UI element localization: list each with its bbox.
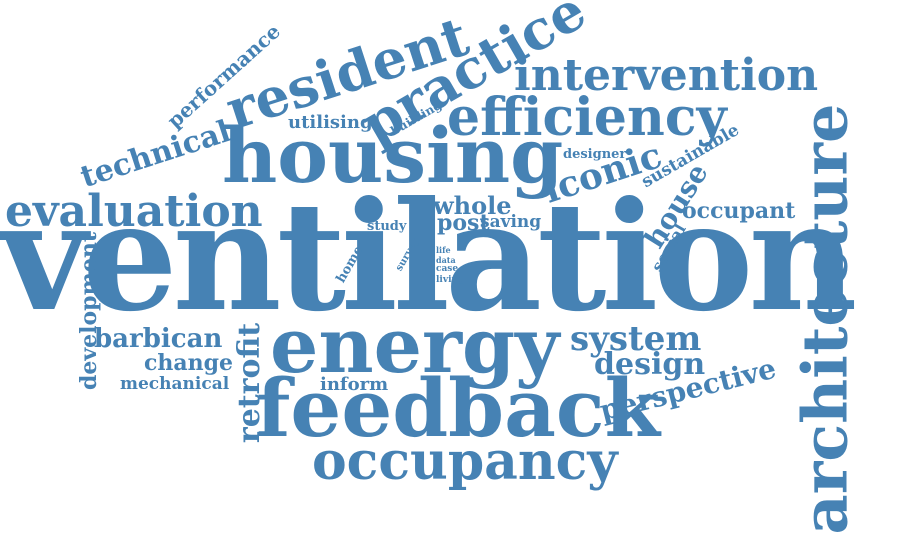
word-life: life <box>436 246 451 254</box>
word-data: data <box>436 256 456 264</box>
word-case: case <box>436 265 458 274</box>
word-saving: saving <box>480 214 541 231</box>
word-change: change <box>144 352 233 374</box>
word-architecture: architecture <box>794 104 856 534</box>
word-retrofit: retrofit <box>235 323 265 443</box>
word-utilising: utilising <box>288 114 373 132</box>
word-barbican: barbican <box>94 326 222 352</box>
word-occupancy: occupancy <box>312 436 618 488</box>
word-mechanical: mechanical <box>120 376 229 393</box>
word-development: development <box>78 232 100 390</box>
word-designer: designer <box>563 148 626 161</box>
word-efficiency: efficiency <box>447 92 727 144</box>
word-living: living <box>436 276 464 285</box>
word-study: study <box>367 220 406 233</box>
word-evaluation: evaluation <box>5 190 263 234</box>
word-inform: inform <box>320 376 388 394</box>
word-occupant: occupant <box>682 200 795 222</box>
